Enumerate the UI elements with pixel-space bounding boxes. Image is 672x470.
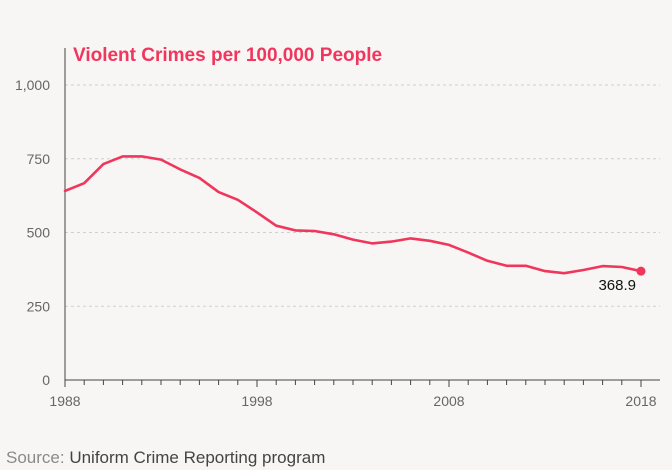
axes — [64, 48, 660, 387]
x-tick-label: 2018 — [625, 393, 656, 409]
end-value-label: 368.9 — [598, 277, 636, 294]
y-tick-label: 0 — [42, 372, 50, 388]
chart-title: Violent Crimes per 100,000 People — [73, 45, 382, 66]
source-prefix: Source: — [6, 448, 65, 467]
line-chart: 0 250 500 750 1,000 1988 1998 2008 2018 368.9 V… — [15, 45, 660, 409]
source-note: Source: Uniform Crime Reporting program — [6, 448, 325, 468]
series-layer: 368.9 — [63, 155, 646, 294]
x-tick-labels: 1988 1998 2008 2018 — [49, 393, 656, 409]
source-name: Uniform Crime Reporting program — [69, 448, 326, 467]
end-point-marker — [636, 266, 646, 276]
y-tick-label: 250 — [27, 298, 51, 314]
x-tick-label: 1988 — [49, 393, 80, 409]
series-line — [63, 155, 643, 275]
y-tick-label: 1,000 — [15, 77, 50, 93]
x-tick-label: 2008 — [433, 393, 464, 409]
x-tick-label: 1998 — [241, 393, 272, 409]
y-tick-label: 750 — [27, 151, 51, 167]
y-tick-label: 500 — [27, 225, 51, 241]
y-tick-labels: 0 250 500 750 1,000 — [15, 77, 50, 388]
